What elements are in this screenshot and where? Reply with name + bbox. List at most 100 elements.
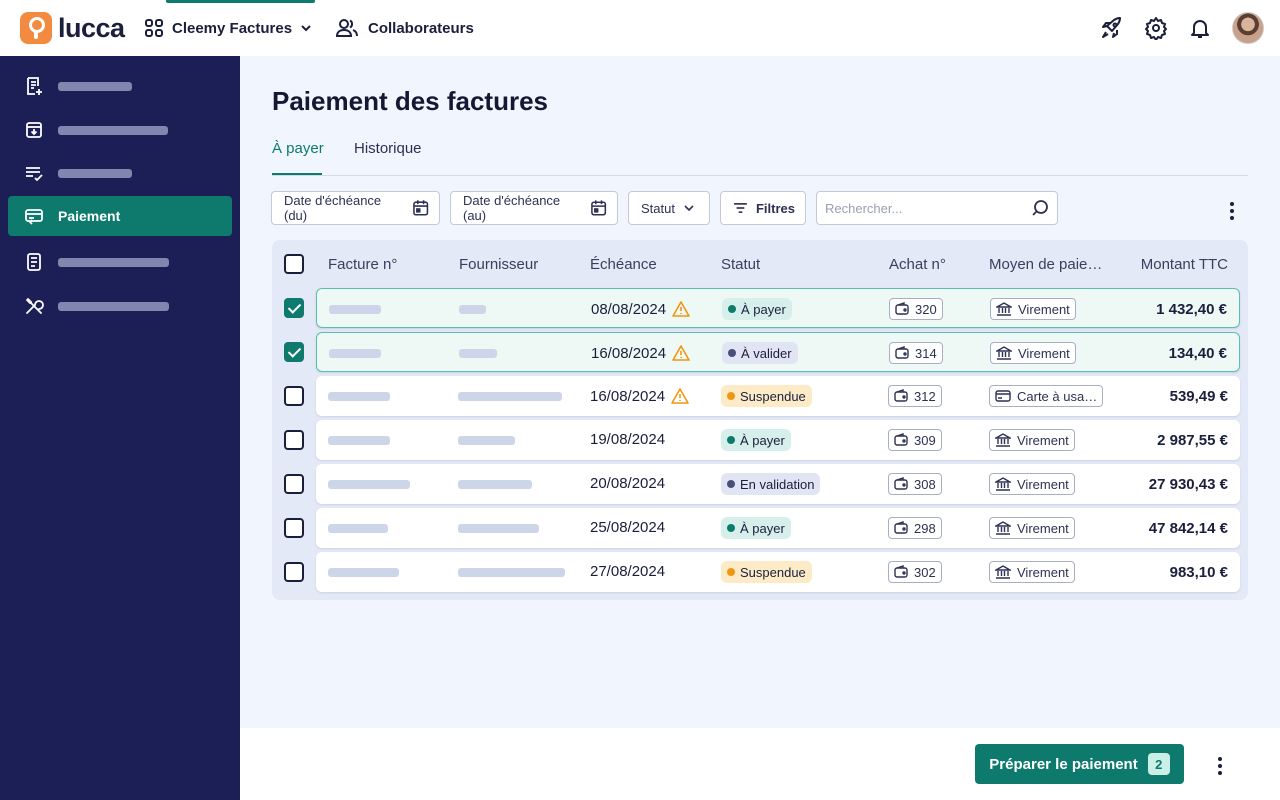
supplier-placeholder (458, 436, 515, 445)
purchase-number: 312 (914, 388, 936, 404)
row-checkbox[interactable] (284, 298, 304, 318)
column-purchase-number[interactable]: Achat n° (889, 256, 946, 273)
sidebar-item-paiement[interactable]: Paiement (8, 196, 232, 236)
select-all-checkbox[interactable] (284, 254, 304, 274)
status-filter[interactable]: Statut (628, 191, 710, 225)
payment-method-label: Virement (1017, 432, 1069, 448)
user-avatar[interactable] (1232, 12, 1264, 44)
invoice-number-placeholder (329, 349, 381, 358)
calendar-icon (590, 200, 606, 216)
due-date: 16/08/2024 (591, 344, 690, 362)
search-icon[interactable] (1031, 199, 1049, 217)
payment-method-chip: Virement (989, 561, 1075, 583)
footer-more-menu[interactable] (1218, 757, 1222, 775)
column-amount[interactable]: Montant TTC (1140, 256, 1228, 273)
purchase-number: 314 (915, 345, 937, 361)
row-checkbox[interactable] (284, 430, 304, 450)
purchase-chip[interactable]: 320 (889, 298, 943, 320)
payment-icon (25, 209, 43, 225)
toolbar-more-menu[interactable] (1230, 202, 1234, 220)
bank-icon (996, 302, 1012, 316)
due-date-from-filter[interactable]: Date d'échéance (du) (271, 191, 440, 225)
sidebar-item-invoices-new[interactable] (8, 66, 232, 106)
page-title: Paiement des factures (272, 86, 549, 116)
status-badge-label: À valider (741, 345, 792, 361)
table-row[interactable]: 16/08/2024 À valider 314 Virement 134,40… (316, 332, 1240, 372)
due-date-to-filter[interactable]: Date d'échéance (au) (450, 191, 618, 225)
column-supplier[interactable]: Fournisseur (459, 256, 539, 273)
status-badge-label: À payer (741, 301, 786, 317)
bell-icon[interactable] (1188, 16, 1212, 40)
prepare-payment-button[interactable]: Préparer le paiement 2 (975, 744, 1184, 784)
table-row[interactable]: 25/08/2024 À payer 298 Virement 47 842,1… (316, 508, 1240, 548)
sidebar-item-label: Paiement (58, 208, 121, 224)
invoice-number-placeholder (328, 524, 388, 533)
table-row[interactable]: 08/08/2024 À payer 320 Virement 1 432,40… (316, 288, 1240, 328)
sidebar-item-documents[interactable] (8, 242, 232, 282)
selected-count-badge: 2 (1147, 753, 1170, 775)
payment-method-label: Virement (1017, 564, 1069, 580)
chevron-down-icon (301, 25, 311, 32)
gear-icon[interactable] (1144, 16, 1168, 40)
tab-historique[interactable]: Historique (354, 140, 422, 157)
row-checkbox[interactable] (284, 562, 304, 582)
row-checkbox[interactable] (284, 474, 304, 494)
purchase-number: 308 (914, 476, 936, 492)
status-badge-label: Suspendue (740, 388, 806, 404)
bank-icon (996, 346, 1012, 360)
due-date-text: 08/08/2024 (591, 300, 667, 318)
payment-method-chip: Virement (990, 342, 1076, 364)
purchase-chip[interactable]: 309 (888, 429, 942, 451)
app-active-indicator (166, 0, 315, 3)
invoice-number-placeholder (328, 480, 410, 489)
row-checkbox[interactable] (284, 342, 304, 362)
amount: 1 432,40 € (1156, 301, 1227, 318)
payment-method-label: Carte à usa… (1017, 388, 1098, 404)
table-row[interactable]: 19/08/2024 À payer 309 Virement 2 987,55… (316, 420, 1240, 460)
payment-method-label: Virement (1018, 301, 1070, 317)
wallet-icon (894, 521, 908, 534)
due-date-text: 16/08/2024 (590, 387, 666, 405)
table-row[interactable]: 27/08/2024 Suspendue 302 Virement 983,10… (316, 552, 1240, 592)
sidebar-item-validation[interactable] (8, 153, 232, 193)
purchase-chip[interactable]: 312 (888, 385, 942, 407)
table-row[interactable]: 16/08/2024 Suspendue 312 Carte à usa… 53… (316, 376, 1240, 416)
rocket-icon[interactable] (1100, 16, 1124, 40)
chevron-down-icon (684, 205, 694, 212)
due-date-to-label: Date d'échéance (au) (463, 193, 561, 223)
search-box[interactable] (816, 191, 1058, 225)
purchase-chip[interactable]: 302 (888, 561, 942, 583)
wallet-icon (894, 565, 908, 578)
purchase-chip[interactable]: 298 (888, 517, 942, 539)
status-badge: À payer (721, 517, 791, 539)
amount: 27 930,43 € (1148, 476, 1228, 493)
status-dot (727, 568, 735, 576)
status-badge: À payer (722, 298, 792, 320)
status-badge-label: À payer (740, 432, 785, 448)
collaborators-label: Collaborateurs (368, 19, 474, 37)
table-row[interactable]: 20/08/2024 En validation 308 Virement 27… (316, 464, 1240, 504)
purchase-chip[interactable]: 308 (888, 473, 942, 495)
wallet-icon (894, 477, 908, 490)
column-invoice-number[interactable]: Facture n° (328, 256, 398, 273)
status-badge-label: Suspendue (740, 564, 806, 580)
column-payment-method[interactable]: Moyen de paie… (989, 256, 1103, 273)
purchase-chip[interactable]: 314 (889, 342, 943, 364)
collaborators-link[interactable]: Collaborateurs (336, 0, 474, 56)
tab-a-payer[interactable]: À payer (272, 140, 324, 157)
row-checkbox[interactable] (284, 518, 304, 538)
search-input[interactable] (825, 200, 1025, 216)
sidebar-item-label-placeholder (58, 257, 169, 267)
invoice-number-placeholder (329, 305, 381, 314)
top-bar: lucca Cleemy Factures Collaborateurs (0, 0, 1280, 56)
brand-name: lucca (58, 12, 125, 43)
sidebar-item-inbox[interactable] (8, 110, 232, 150)
sidebar-item-settings[interactable] (8, 286, 232, 326)
app-switcher[interactable]: Cleemy Factures (144, 0, 312, 56)
column-status[interactable]: Statut (721, 256, 761, 273)
supplier-placeholder (459, 349, 497, 358)
column-due-date[interactable]: Échéance (590, 256, 657, 273)
more-filters-button[interactable]: Filtres (720, 191, 806, 225)
row-checkbox[interactable] (284, 386, 304, 406)
lucca-logo[interactable]: lucca (20, 12, 125, 44)
